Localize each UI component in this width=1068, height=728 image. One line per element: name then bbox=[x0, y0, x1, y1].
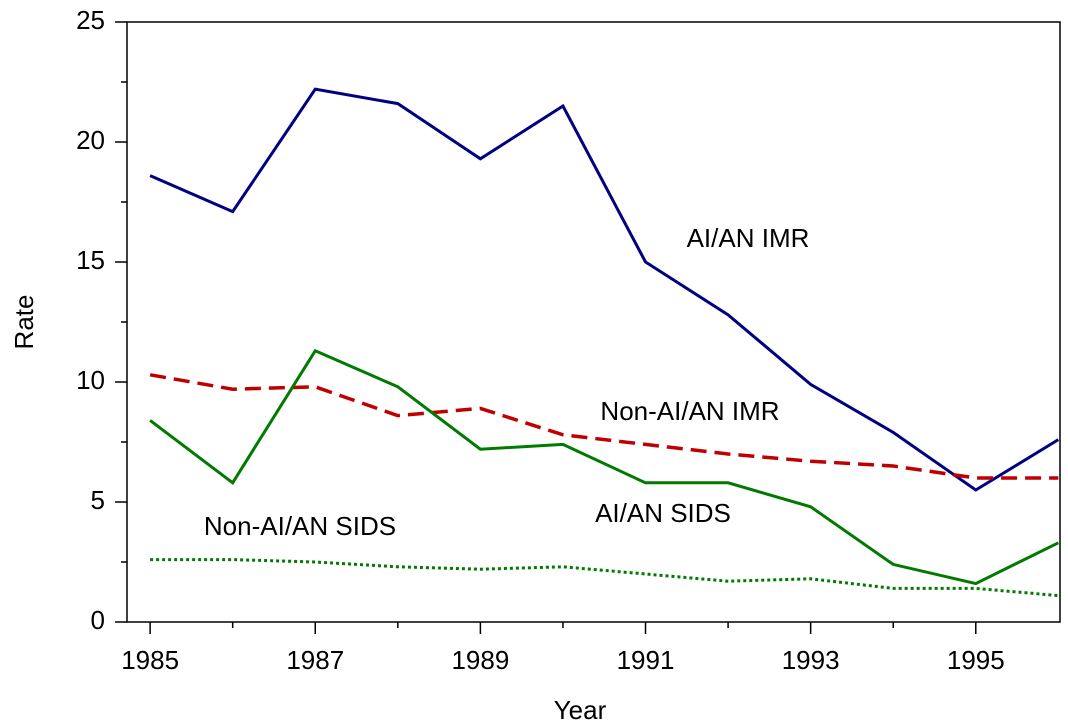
x-axis-label: Year bbox=[554, 695, 607, 725]
y-tick-label: 10 bbox=[76, 365, 105, 395]
series-label: AI/AN IMR bbox=[687, 223, 810, 253]
y-axis-label: Rate bbox=[9, 295, 39, 350]
series-line bbox=[150, 558, 1059, 598]
series-label: Non-AI/AN SIDS bbox=[204, 511, 396, 541]
x-tick-label: 1989 bbox=[451, 645, 509, 675]
series-line bbox=[149, 87, 1060, 492]
x-tick-label: 1991 bbox=[617, 645, 675, 675]
series-line bbox=[149, 348, 1060, 586]
x-tick-label: 1985 bbox=[121, 645, 179, 675]
series-label: Non-AI/AN IMR bbox=[600, 396, 779, 426]
y-tick-label: 15 bbox=[76, 245, 105, 275]
y-tick-label: 25 bbox=[76, 5, 105, 35]
x-tick-label: 1993 bbox=[782, 645, 840, 675]
x-tick-label: 1995 bbox=[947, 645, 1005, 675]
x-tick-label: 1987 bbox=[286, 645, 344, 675]
y-tick-label: 0 bbox=[91, 605, 105, 635]
y-tick-label: 5 bbox=[91, 485, 105, 515]
y-tick-label: 20 bbox=[76, 125, 105, 155]
series-label: AI/AN SIDS bbox=[595, 498, 731, 528]
series-line bbox=[149, 373, 1059, 480]
